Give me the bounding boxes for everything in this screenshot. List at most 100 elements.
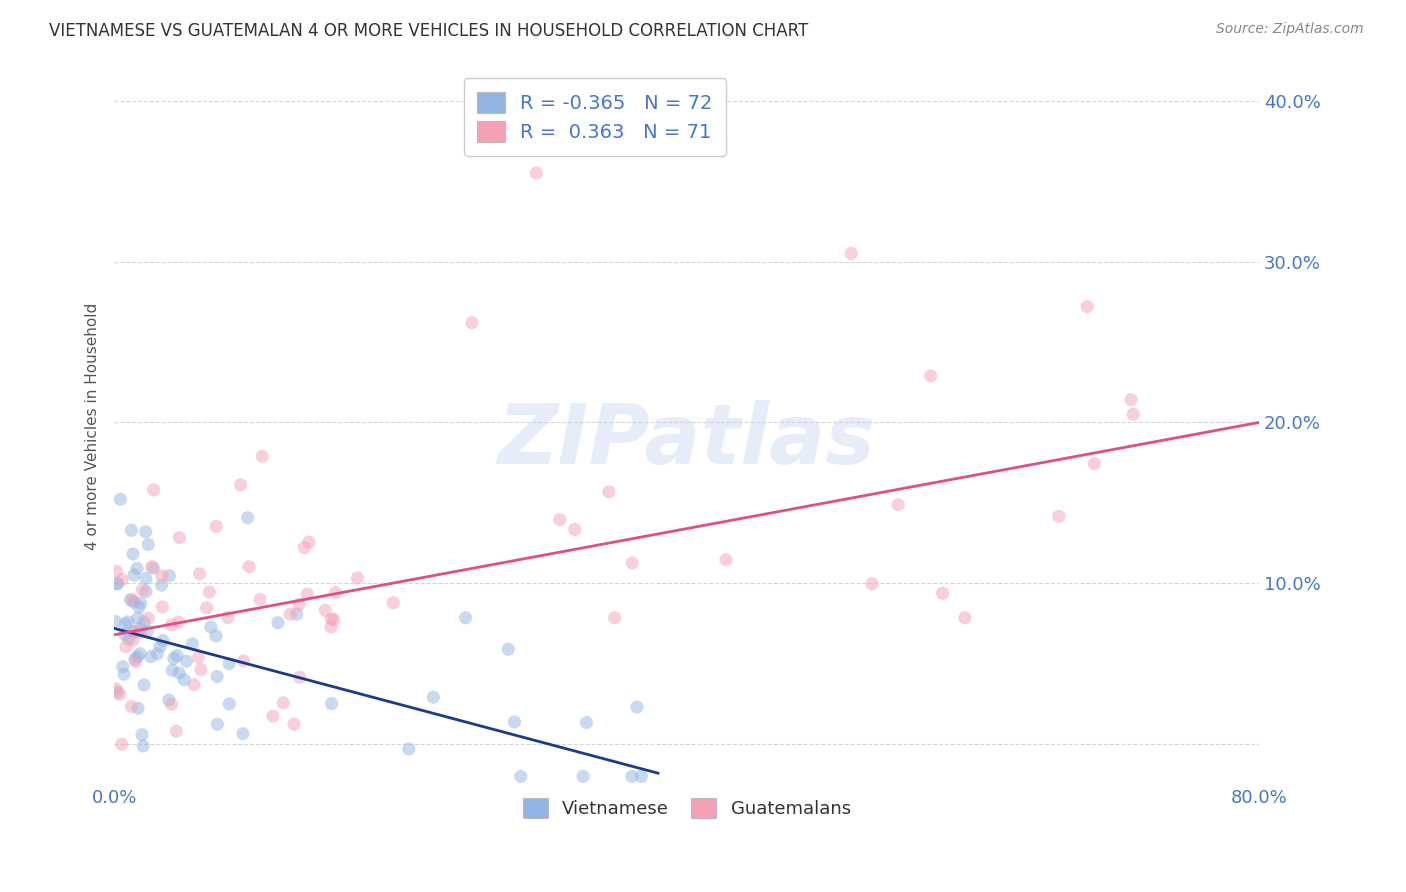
Point [129, 622, 152, 636]
Point [461, 316, 484, 330]
Point [454, 611, 477, 625]
Point [621, 556, 644, 570]
Point [267, 615, 290, 630]
Point [127, 611, 149, 625]
Point [150, 569, 173, 583]
Point [124, 652, 146, 666]
Point [205, 629, 228, 643]
Point [105, 564, 128, 578]
Point [548, 512, 571, 526]
Point [238, 559, 260, 574]
Point [149, 640, 172, 654]
Point [314, 603, 336, 617]
Point [217, 610, 239, 624]
Point [839, 246, 862, 260]
Point [135, 584, 157, 599]
Point [205, 519, 228, 533]
Point [200, 620, 222, 634]
Point [575, 715, 598, 730]
Point [169, 531, 191, 545]
Point [181, 637, 204, 651]
Point [422, 690, 444, 705]
Point [146, 647, 169, 661]
Point [285, 607, 308, 621]
Point [509, 769, 531, 783]
Point [160, 698, 183, 712]
Point [129, 647, 152, 661]
Point [122, 568, 145, 582]
Point [603, 610, 626, 624]
Point [107, 685, 129, 699]
Point [120, 592, 142, 607]
Point [198, 585, 221, 599]
Point [111, 737, 134, 751]
Point [183, 678, 205, 692]
Point [108, 688, 131, 702]
Text: ZIPatlas: ZIPatlas [498, 401, 876, 482]
Point [524, 166, 547, 180]
Point [150, 578, 173, 592]
Point [122, 632, 145, 647]
Point [278, 607, 301, 622]
Point [626, 700, 648, 714]
Point [382, 596, 405, 610]
Point [135, 572, 157, 586]
Point [160, 663, 183, 677]
Point [131, 583, 153, 598]
Point [112, 667, 135, 681]
Point [105, 576, 128, 591]
Point [496, 642, 519, 657]
Point [1083, 457, 1105, 471]
Point [325, 585, 347, 599]
Point [118, 632, 141, 647]
Point [321, 697, 343, 711]
Point [572, 769, 595, 783]
Point [232, 727, 254, 741]
Legend: Vietnamese, Guatemalans: Vietnamese, Guatemalans [515, 791, 858, 825]
Point [1119, 392, 1142, 407]
Point [232, 654, 254, 668]
Text: Source: ZipAtlas.com: Source: ZipAtlas.com [1216, 22, 1364, 37]
Point [564, 523, 586, 537]
Point [292, 541, 315, 555]
Y-axis label: 4 or more Vehicles in Household: 4 or more Vehicles in Household [86, 303, 100, 550]
Point [111, 573, 134, 587]
Point [190, 663, 212, 677]
Point [136, 624, 159, 639]
Point [157, 693, 180, 707]
Point [398, 742, 420, 756]
Point [236, 510, 259, 524]
Point [322, 612, 344, 626]
Point [166, 648, 188, 663]
Point [150, 599, 173, 614]
Point [920, 368, 942, 383]
Point [195, 600, 218, 615]
Point [114, 627, 136, 641]
Point [127, 649, 149, 664]
Point [132, 615, 155, 629]
Point [125, 561, 148, 575]
Point [621, 769, 644, 783]
Point [207, 717, 229, 731]
Point [104, 681, 127, 696]
Point [297, 587, 319, 601]
Point [321, 612, 343, 626]
Point [187, 650, 209, 665]
Point [346, 571, 368, 585]
Point [953, 611, 976, 625]
Point [887, 498, 910, 512]
Point [157, 568, 180, 582]
Point [110, 492, 132, 507]
Point [141, 559, 163, 574]
Point [136, 537, 159, 551]
Point [1047, 509, 1070, 524]
Point [1076, 300, 1098, 314]
Point [122, 624, 145, 639]
Point [288, 598, 311, 612]
Point [319, 620, 342, 634]
Point [139, 649, 162, 664]
Point [105, 577, 128, 591]
Point [1122, 407, 1144, 421]
Point [120, 523, 142, 537]
Point [135, 524, 157, 539]
